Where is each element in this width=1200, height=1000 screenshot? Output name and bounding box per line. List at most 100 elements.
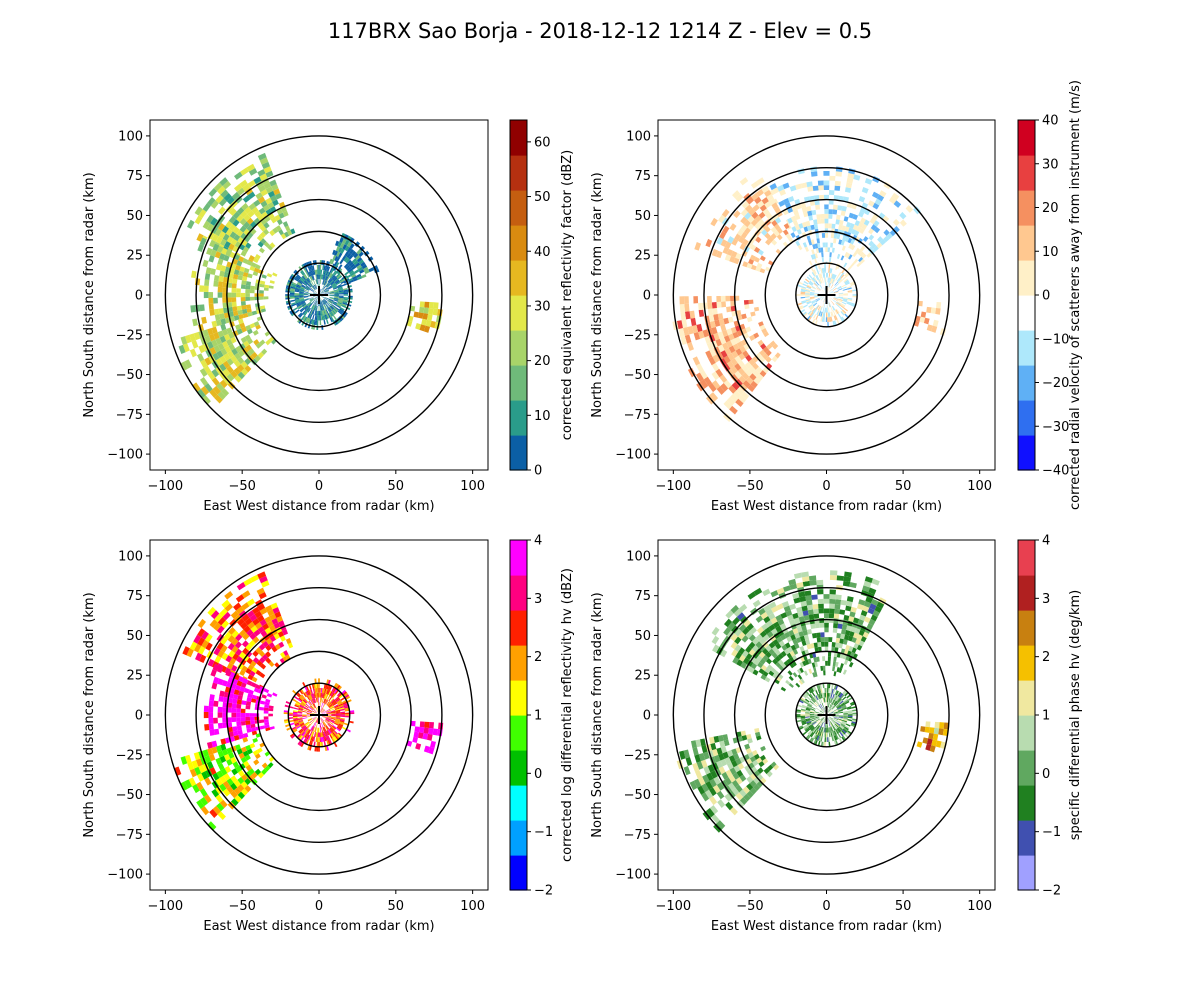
echo-gate xyxy=(332,320,337,326)
echo-gate xyxy=(333,289,339,292)
echo-gate xyxy=(314,717,318,722)
echo-gate xyxy=(329,294,335,296)
echo-gate xyxy=(211,682,218,690)
echo-gate xyxy=(831,268,834,274)
echo-gate xyxy=(810,643,815,649)
echo-gate xyxy=(338,297,344,300)
echo-gate xyxy=(765,651,772,659)
echo-gate xyxy=(784,213,791,220)
echo-gate xyxy=(243,235,251,243)
echo-gate xyxy=(305,285,311,290)
echo-gate xyxy=(324,298,329,301)
echo-gate xyxy=(747,230,755,238)
echo-gate xyxy=(197,388,206,399)
echo-gate xyxy=(833,274,837,280)
colorbar-tick-label: 20 xyxy=(534,354,551,369)
echo-gate xyxy=(323,698,326,704)
echo-gate xyxy=(848,615,855,622)
echo-gate xyxy=(260,700,266,705)
echo-gate xyxy=(831,642,836,648)
echo-gate xyxy=(808,274,813,279)
echo-gate xyxy=(756,346,763,353)
echo-gate xyxy=(839,190,845,197)
echo-gate xyxy=(845,723,851,727)
echo-gate xyxy=(233,689,240,695)
echo-gate xyxy=(317,310,319,316)
echo-gate xyxy=(327,702,332,707)
echo-gate xyxy=(817,735,821,741)
echo-gate xyxy=(317,315,319,321)
echo-gate xyxy=(879,239,886,246)
echo-gate xyxy=(290,299,296,303)
echo-gate xyxy=(738,603,748,613)
echo-gate xyxy=(830,316,833,322)
echo-gate xyxy=(798,279,804,284)
echo-gate xyxy=(209,389,218,398)
echo-gate xyxy=(812,313,817,319)
echo-gate xyxy=(309,289,314,292)
echo-gate xyxy=(207,747,214,756)
echo-gate xyxy=(798,699,804,704)
echo-gate xyxy=(205,267,212,275)
echo-gate xyxy=(340,714,346,716)
echo-gate xyxy=(684,311,691,320)
echo-gate xyxy=(827,266,829,272)
echo-gate xyxy=(341,726,347,731)
echo-gate xyxy=(816,218,822,225)
echo-gate xyxy=(240,781,248,789)
echo-gate xyxy=(765,349,772,357)
echo-gate xyxy=(823,268,825,273)
echo-gate xyxy=(221,599,231,609)
echo-gate xyxy=(720,295,726,302)
echo-gate xyxy=(804,246,809,252)
echo-gate xyxy=(781,218,788,226)
echo-gate xyxy=(212,676,220,684)
echo-gate xyxy=(824,232,829,238)
echo-gate xyxy=(680,335,688,345)
echo-gate xyxy=(817,598,824,604)
echo-gate xyxy=(725,801,734,811)
echo-gate xyxy=(847,217,853,224)
echo-gate xyxy=(419,726,425,734)
echo-gate xyxy=(801,285,807,289)
echo-gate xyxy=(284,225,291,232)
echo-gate xyxy=(891,192,900,201)
echo-gate xyxy=(745,653,753,661)
echo-gate xyxy=(850,606,857,613)
figure-title: 117BRX Sao Borja - 2018-12-12 1214 Z - E… xyxy=(328,19,872,43)
echo-gate xyxy=(318,742,320,747)
echo-gate xyxy=(809,717,815,720)
echo-gate xyxy=(814,671,818,677)
echo-gate xyxy=(841,722,846,726)
echo-gate xyxy=(820,213,825,219)
echo-gate xyxy=(795,717,801,720)
echo-gate xyxy=(816,700,820,705)
echo-gate xyxy=(331,738,336,743)
echo-gate xyxy=(842,235,847,242)
echo-gate xyxy=(867,246,874,253)
echo-gate xyxy=(836,721,842,725)
echo-gate xyxy=(255,684,261,690)
echo-gate xyxy=(809,700,814,705)
echo-gate xyxy=(813,613,820,619)
echo-gate xyxy=(298,266,303,272)
echo-gate xyxy=(822,665,826,671)
echo-gate xyxy=(750,226,758,234)
echo-gate xyxy=(254,253,261,260)
echo-gate xyxy=(777,618,785,626)
echo-gate xyxy=(783,222,790,230)
echo-gate xyxy=(823,312,826,318)
echo-gate xyxy=(757,232,765,240)
echo-gate xyxy=(738,395,747,404)
echo-gate xyxy=(824,737,826,743)
echo-gate xyxy=(832,694,836,700)
echo-gate xyxy=(327,277,332,283)
echo-gate xyxy=(340,696,346,701)
echo-gate xyxy=(304,305,309,311)
echo-gate xyxy=(192,318,198,327)
echo-gate xyxy=(349,710,355,713)
echo-gate xyxy=(297,281,302,286)
echo-gate xyxy=(814,265,818,271)
echo-gate xyxy=(809,292,815,295)
echo-gate xyxy=(820,218,825,224)
